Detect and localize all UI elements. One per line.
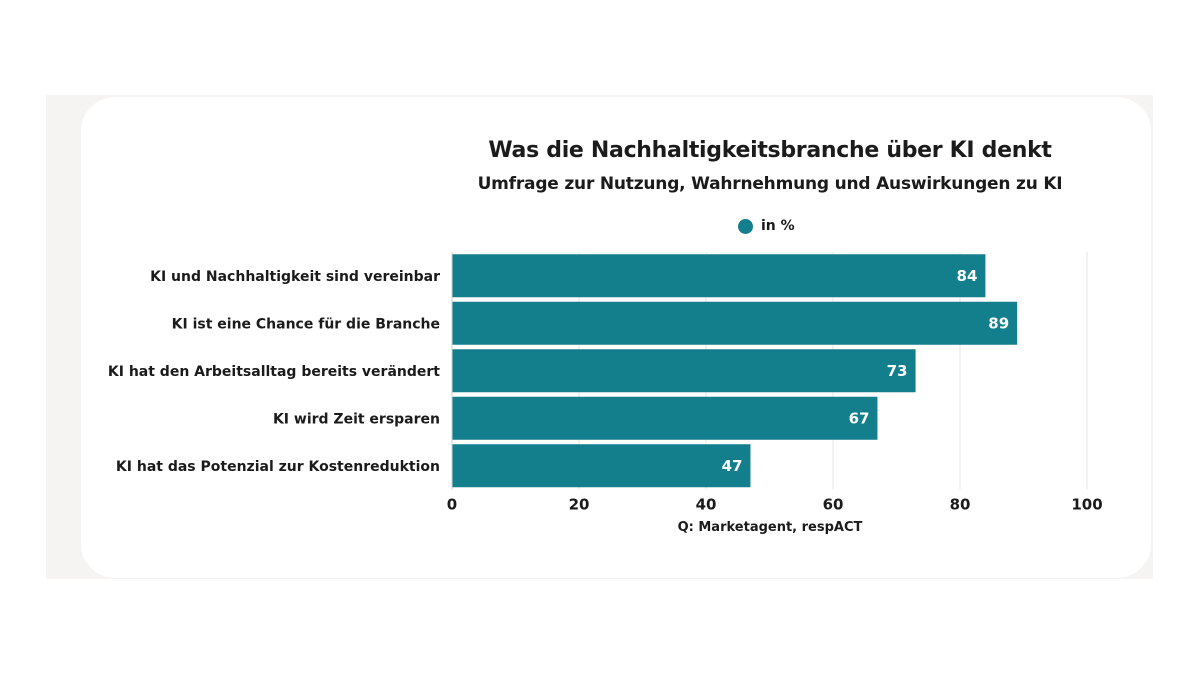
bar-0 [452,254,986,298]
category-label-1: KI ist eine Chance für die Branche [172,316,440,332]
chart-subtitle: Umfrage zur Nutzung, Wahrnehmung und Aus… [477,174,1063,194]
value-label-1: 89 [988,314,1009,332]
bar-1 [452,301,1018,345]
legend: in % [738,216,795,236]
x-tick-label-3: 60 [823,496,844,514]
value-label-2: 73 [887,362,908,380]
value-label-0: 84 [957,267,978,285]
category-label-4: KI hat das Potenzial zur Kostenreduktion [116,459,440,475]
bar-2 [452,349,916,393]
x-tick-label-5: 100 [1071,496,1102,514]
chart-title: Was die Nachhaltigkeitsbranche über KI d… [488,138,1052,163]
source-note: Q: Marketagent, respACT [677,520,863,535]
bar-4 [452,444,751,488]
value-label-4: 47 [722,457,743,475]
bar-3 [452,396,878,440]
x-tick-label-2: 40 [696,496,717,514]
x-tick-label-0: 0 [447,496,457,514]
legend-label: in % [761,218,795,234]
category-label-0: KI und Nachhaltigkeit sind vereinbar [150,269,440,285]
category-label-3: KI wird Zeit ersparen [273,411,440,427]
category-label-2: KI hat den Arbeitsalltag bereits verände… [108,364,440,380]
x-tick-label-1: 20 [569,496,590,514]
x-tick-label-4: 80 [950,496,971,514]
value-label-3: 67 [849,409,870,427]
legend-swatch [738,218,753,234]
